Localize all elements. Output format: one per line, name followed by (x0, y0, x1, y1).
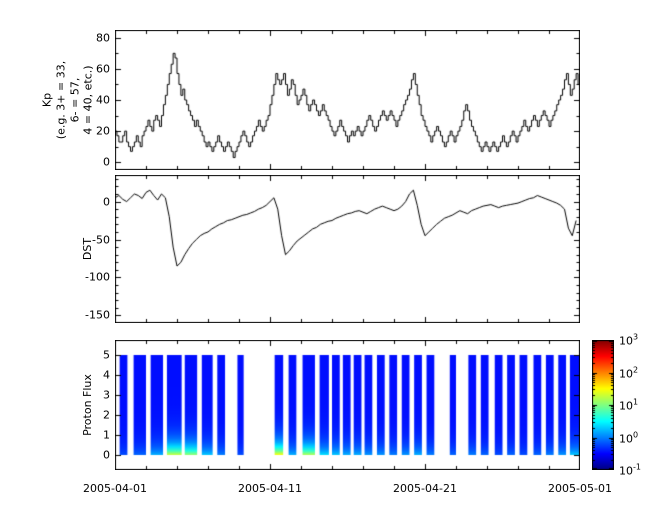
colorbar-tick-label: 10-1 (619, 462, 641, 478)
dst-line-plot (115, 175, 580, 323)
proton-flux-spectrogram (115, 340, 580, 470)
dst-y-tick-label: 0 (103, 195, 110, 209)
kp-y-tick-label: 20 (96, 124, 110, 138)
colorbar (592, 340, 614, 470)
pf-y-tick-label: 5 (103, 348, 110, 362)
kp-y-tick-label: 80 (96, 31, 110, 45)
kp-line-plot (115, 30, 580, 170)
dst-y-tick-label: -150 (85, 308, 110, 322)
kp-y-tick-label: 40 (96, 93, 110, 107)
colorbar-tick-label: 102 (619, 365, 639, 380)
pf-y-tick-label: 3 (103, 388, 110, 402)
kp-y-tick-label: 60 (96, 62, 110, 76)
dst-y-tick-label: -50 (92, 233, 110, 246)
kp-y-axis-label: Kp (e.g. 3+ = 33, 6- = 57, 4 = 40, etc.) (40, 60, 95, 140)
colorbar-tick-label: 100 (619, 430, 639, 445)
colorbar-tick-label: 101 (619, 397, 639, 413)
kp-y-tick-label: 0 (103, 155, 110, 169)
x-tick-label-date: 2005-05-01 (548, 482, 612, 495)
pf-y-tick-label: 2 (103, 408, 110, 422)
proton-flux-y-axis-label: Proton Flux (81, 374, 95, 436)
x-tick-label-date: 2005-04-11 (238, 482, 302, 495)
x-tick-label-date: 2005-04-21 (393, 482, 457, 495)
colorbar-tick-label: 103 (619, 332, 639, 348)
dst-y-tick-label: -100 (85, 270, 110, 284)
pf-y-tick-label: 4 (103, 368, 110, 382)
pf-y-tick-label: 1 (103, 428, 110, 442)
x-tick-label-date: 2005-04-01 (83, 482, 147, 495)
pf-y-tick-label: 0 (103, 448, 110, 462)
